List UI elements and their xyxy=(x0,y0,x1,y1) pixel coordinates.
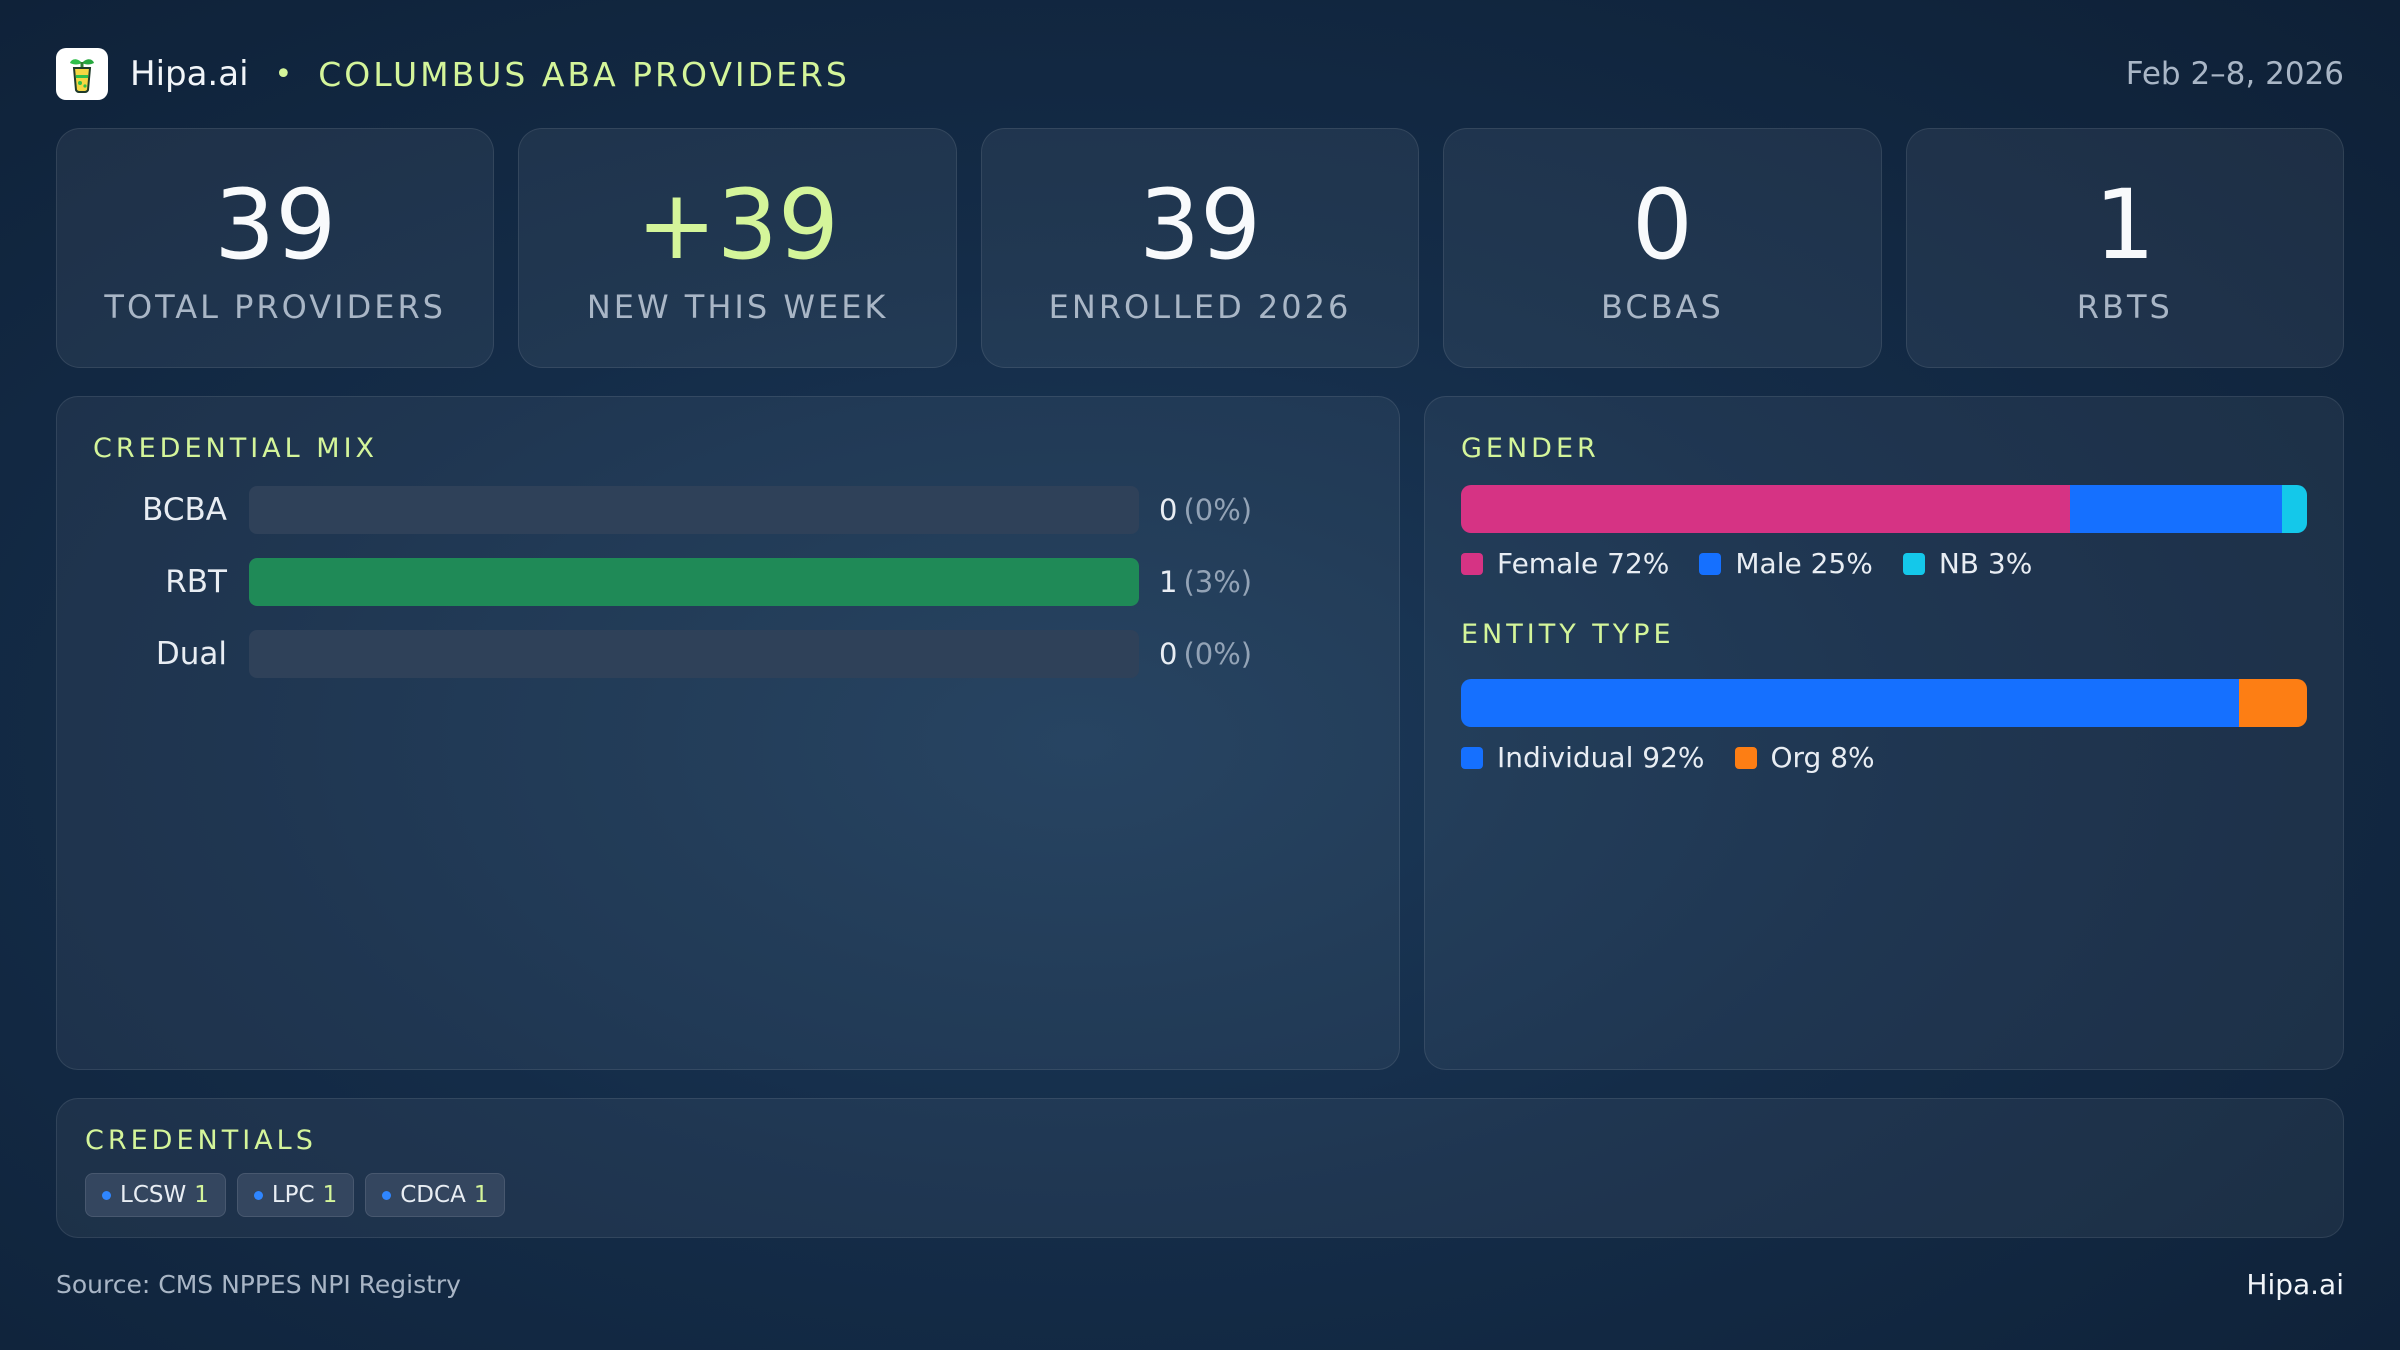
dot-icon xyxy=(382,1190,392,1200)
legend-item: Male 25% xyxy=(1699,547,1873,580)
panel-title: CREDENTIAL MIX xyxy=(93,433,379,464)
credential-chip-lcsw: LCSW 1 xyxy=(85,1173,226,1217)
bar-count: 0 xyxy=(1159,637,1178,671)
chip-count: 1 xyxy=(473,1182,489,1208)
entity-type-segment-1 xyxy=(2239,679,2307,727)
source-note: Source: CMS NPPES NPI Registry xyxy=(56,1270,461,1299)
kpi-value: 1 xyxy=(2094,169,2156,281)
bar-count: 0 xyxy=(1159,493,1178,527)
dot-icon xyxy=(253,1190,263,1200)
footer-brand: Hipa.ai xyxy=(2246,1268,2344,1301)
legend-label: Org 8% xyxy=(1770,741,1875,774)
dot-icon xyxy=(102,1190,111,1200)
kpi-label: RBTS xyxy=(2076,288,2173,326)
legend-label: NB 3% xyxy=(1938,547,2033,580)
chip-count: 1 xyxy=(194,1182,209,1208)
gender-segment-2 xyxy=(2281,485,2307,533)
legend-label: Male 25% xyxy=(1735,547,1873,580)
legend-swatch xyxy=(1461,552,1483,575)
entity-type-title: ENTITY TYPE xyxy=(1461,619,1675,650)
bar-value: 0 (0%) xyxy=(1159,637,1252,671)
legend-label: Individual 92% xyxy=(1497,741,1705,774)
entity-type-stacked-bar xyxy=(1461,679,2307,727)
legend-swatch xyxy=(1734,746,1757,769)
bar-track xyxy=(249,558,1139,606)
bar-label: Dual xyxy=(155,636,227,672)
bar-row-rbt: RBT 1 (3%) xyxy=(93,557,1252,607)
kpi-row: 39 TOTAL PROVIDERS +39 NEW THIS WEEK 39 … xyxy=(56,128,2345,368)
kpi-card-total-providers: 39 TOTAL PROVIDERS xyxy=(56,128,495,368)
brand-name: Hipa.ai xyxy=(130,54,249,94)
demographics-panel: GENDER Female 72% Male 25% NB 3% ENTITY TY… xyxy=(1424,396,2344,1070)
chip-label: LPC xyxy=(271,1182,315,1208)
bar-row-bcba: BCBA 0 (0%) xyxy=(93,485,1252,535)
kpi-value: 39 xyxy=(214,169,337,281)
legend-item: NB 3% xyxy=(1902,547,2033,580)
legend-item: Individual 92% xyxy=(1461,741,1705,774)
kpi-value: 39 xyxy=(1138,169,1262,281)
kpi-card-bcbas: 0 BCBAS xyxy=(1443,128,1882,368)
header: Hipa.ai • COLUMBUS ABA PROVIDERS Feb 2–8… xyxy=(56,46,2344,102)
credential-chip-cdca: CDCA 1 xyxy=(365,1173,506,1217)
bar-value: 1 (3%) xyxy=(1159,565,1252,599)
kpi-value: 0 xyxy=(1631,169,1693,281)
entity-type-legend: Individual 92% Org 8% xyxy=(1461,741,1905,774)
panel-title: CREDENTIALS xyxy=(85,1125,317,1156)
bar-count: 1 xyxy=(1159,565,1178,599)
legend-swatch xyxy=(1461,746,1483,769)
bar-track xyxy=(249,630,1139,678)
bar-percent: (3%) xyxy=(1183,565,1253,599)
bar-percent: (0%) xyxy=(1183,637,1253,671)
credential-mix-panel: CREDENTIAL MIX BCBA 0 (0%) RBT 1 (3%) Dual… xyxy=(56,396,1400,1070)
kpi-label: TOTAL PROVIDERS xyxy=(104,288,446,326)
date-range: Feb 2–8, 2026 xyxy=(2125,56,2344,92)
title-separator: • xyxy=(274,56,293,92)
gender-segment-0 xyxy=(1461,485,2071,533)
bar-fill xyxy=(249,558,1139,606)
kpi-label: BCBAS xyxy=(1600,288,1724,326)
bar-label: BCBA xyxy=(142,492,227,528)
bar-label: RBT xyxy=(165,564,227,600)
page-title: COLUMBUS ABA PROVIDERS xyxy=(318,54,850,94)
credentials-panel: CREDENTIALS LCSW 1 LPC 1 CDCA 1 xyxy=(56,1098,2344,1238)
gender-segment-1 xyxy=(2070,485,2282,533)
legend-swatch xyxy=(1699,552,1722,575)
legend-item: Female 72% xyxy=(1461,547,1669,580)
bar-value: 0 (0%) xyxy=(1159,493,1252,527)
chip-label: LCSW xyxy=(120,1182,187,1208)
kpi-card-rbts: 1 RBTS xyxy=(1905,128,2345,368)
gender-stacked-bar xyxy=(1461,485,2307,533)
legend-swatch xyxy=(1902,552,1925,575)
legend-label: Female 72% xyxy=(1497,547,1670,580)
chip-label: CDCA xyxy=(400,1182,466,1208)
entity-type-segment-0 xyxy=(1461,679,2240,727)
kpi-label: ENROLLED 2026 xyxy=(1048,288,1352,326)
kpi-card-new-this-week: +39 NEW THIS WEEK xyxy=(518,128,957,368)
bar-track xyxy=(249,486,1139,534)
kpi-label: NEW THIS WEEK xyxy=(586,288,889,326)
legend-item: Org 8% xyxy=(1734,741,1875,774)
beaker-plant-icon xyxy=(56,48,108,100)
bar-row-dual: Dual 0 (0%) xyxy=(93,629,1252,679)
gender-legend: Female 72% Male 25% NB 3% xyxy=(1461,547,2062,580)
credential-chips: LCSW 1 LPC 1 CDCA 1 xyxy=(85,1173,506,1217)
credential-chip-lpc: LPC 1 xyxy=(236,1173,355,1217)
chip-count: 1 xyxy=(322,1182,338,1208)
gender-title: GENDER xyxy=(1461,433,1600,464)
bar-percent: (0%) xyxy=(1183,493,1253,527)
kpi-value: +39 xyxy=(636,169,839,281)
kpi-card-enrolled-2026: 39 ENROLLED 2026 xyxy=(980,128,1420,368)
